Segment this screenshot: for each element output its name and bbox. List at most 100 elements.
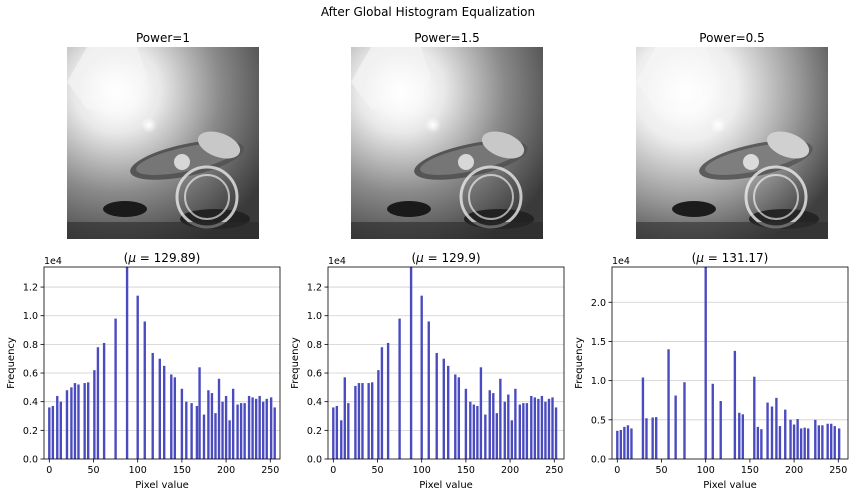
histogram-bar — [488, 390, 491, 459]
histogram-bar — [254, 398, 258, 459]
histogram-bar — [151, 352, 154, 459]
histogram-bar — [427, 321, 430, 459]
histogram-bar — [753, 376, 756, 459]
image-title-power-0-5: Power=0.5 — [699, 31, 765, 45]
histogram-bar — [651, 417, 654, 459]
histogram-bar — [704, 267, 707, 459]
histogram-bar — [514, 388, 517, 459]
histogram-bar — [217, 378, 221, 459]
histogram-bar — [163, 365, 166, 459]
histogram-bar — [472, 404, 476, 459]
x-tick-label: 200 — [785, 465, 803, 476]
y-tick-label: 0.0 — [591, 455, 606, 466]
histogram-bar — [484, 414, 487, 459]
histogram-bar — [180, 388, 184, 459]
histogram-bar — [495, 413, 499, 459]
histogram-bar — [492, 393, 495, 459]
histogram-bar — [357, 383, 361, 459]
histogram-bar — [457, 377, 461, 459]
histogram-bar — [247, 395, 251, 459]
x-axis-label: Pixel value — [419, 480, 473, 491]
histogram-bar — [114, 318, 117, 459]
histogram-bar — [386, 342, 390, 459]
histogram-bar — [775, 397, 778, 459]
histogram-bar — [554, 407, 558, 459]
x-tick-label: 150 — [173, 465, 191, 476]
histogram-bar — [814, 419, 817, 459]
histogram-bar — [125, 267, 129, 459]
x-tick-label: 150 — [457, 465, 475, 476]
y-axis-label: Frequency — [290, 337, 301, 389]
histogram-bar — [619, 430, 623, 459]
histogram-bar — [51, 405, 55, 459]
histogram-bar — [435, 352, 438, 459]
histogram-bar — [236, 404, 239, 459]
histogram-bar — [371, 382, 374, 459]
histogram-bar — [361, 383, 364, 459]
histogram-bar — [683, 382, 686, 459]
y-tick-label: 0.8 — [23, 340, 38, 351]
x-tick-label: 250 — [261, 465, 279, 476]
y-tick-label: 0.0 — [307, 455, 322, 466]
histogram-bar — [789, 419, 792, 459]
x-tick-label: 0 — [46, 465, 52, 476]
histogram-bar — [335, 405, 339, 459]
histogram-bar — [479, 367, 483, 459]
histogram-bar — [630, 428, 633, 459]
histogram-bar — [214, 413, 217, 459]
y-tick-label: 0.5 — [591, 415, 606, 426]
y-tick-label: 1.0 — [591, 376, 606, 387]
histogram-bar — [447, 365, 450, 459]
histogram-bar — [228, 420, 231, 459]
histogram-bar — [530, 395, 533, 459]
histogram-bar — [265, 398, 268, 459]
histogram-bar — [821, 425, 824, 459]
histogram-bar — [262, 401, 265, 459]
histogram-bar — [96, 347, 100, 459]
histogram-bar — [469, 401, 472, 459]
histogram-bar — [655, 417, 658, 459]
histogram-bar — [551, 397, 554, 459]
histogram-bar — [354, 385, 357, 459]
histogram-bar — [719, 401, 722, 459]
x-tick-label: 100 — [697, 465, 715, 476]
histogram-bar — [273, 407, 276, 459]
x-tick-label: 100 — [129, 465, 147, 476]
histogram-bar — [778, 426, 782, 459]
histogram-bar — [258, 395, 261, 459]
y-tick-label: 0.8 — [307, 340, 322, 351]
histogram-bar — [507, 394, 510, 459]
histogram-bar — [143, 321, 146, 459]
histogram-bar — [616, 430, 619, 459]
histogram-bar — [221, 401, 224, 459]
image-title-power-1-5: Power=1.5 — [414, 31, 480, 45]
histogram-bar — [738, 412, 741, 459]
image-title-power-1: Power=1 — [136, 31, 190, 45]
y-tick-label: 0.4 — [23, 397, 38, 408]
histogram-bar — [544, 401, 547, 459]
equalized-image-power-0-5 — [636, 47, 828, 239]
x-tick-label: 250 — [545, 465, 563, 476]
histogram-bar — [442, 358, 445, 459]
y-tick-label: 1.5 — [591, 337, 606, 348]
y-tick-label: 1.2 — [23, 283, 38, 294]
axes-frame — [327, 266, 565, 460]
histogram-bar — [398, 318, 401, 459]
histogram-bar — [833, 426, 836, 459]
histogram-bar — [170, 374, 173, 459]
histogram-bar — [623, 426, 626, 459]
x-tick-label: 250 — [829, 465, 847, 476]
histogram-bar — [510, 420, 514, 459]
histogram-bar — [796, 419, 799, 459]
histogram-bar — [770, 406, 774, 459]
x-tick-label: 0 — [614, 465, 620, 476]
histogram-bar — [243, 403, 246, 459]
y-tick-label: 0.4 — [307, 397, 322, 408]
histogram-bar — [409, 267, 413, 459]
histogram-bar — [760, 429, 763, 459]
histogram-bar — [195, 405, 199, 459]
axes-frame — [611, 266, 849, 460]
y-tick-label: 1.0 — [307, 311, 322, 322]
histogram-bar — [667, 349, 670, 459]
